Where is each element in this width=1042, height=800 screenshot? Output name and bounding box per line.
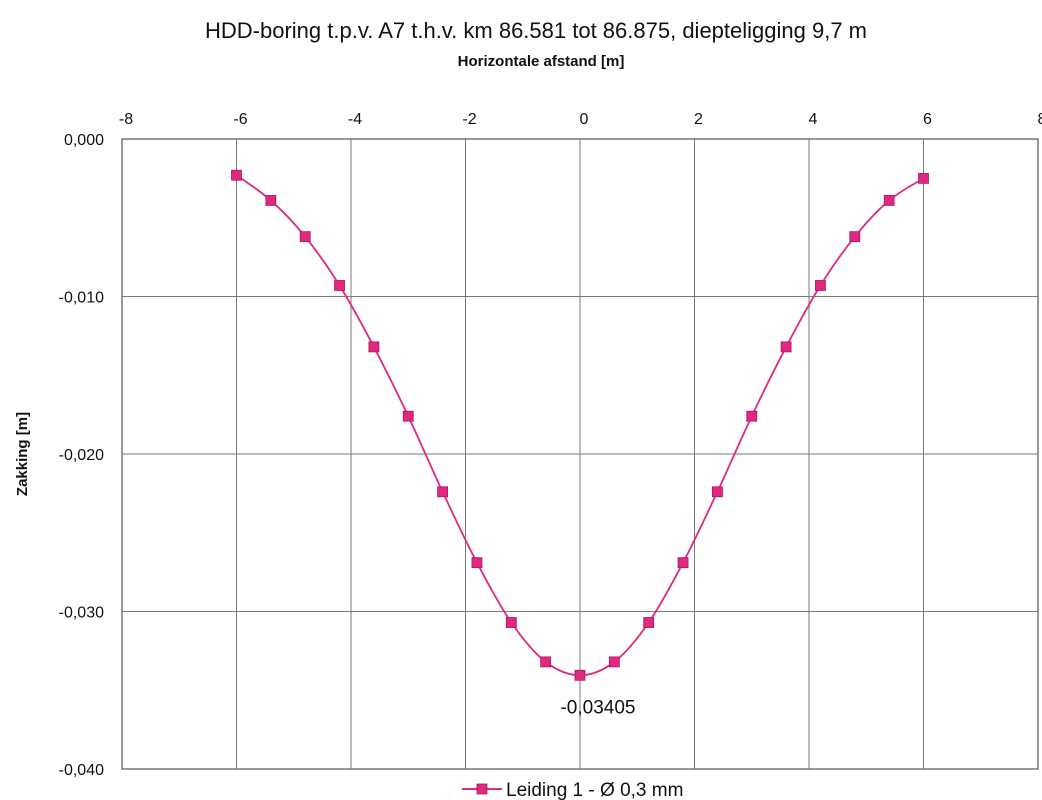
y-tick-label: 0,000 bbox=[64, 132, 104, 149]
data-point-marker bbox=[712, 486, 723, 498]
data-point-marker bbox=[334, 280, 345, 291]
data-point-marker bbox=[437, 486, 449, 498]
data-point-marker bbox=[574, 669, 586, 681]
data-point-marker bbox=[918, 172, 929, 184]
y-axis-title: Zakking [m] bbox=[14, 412, 31, 496]
x-tick-label: 6 bbox=[923, 111, 932, 128]
data-point-marker bbox=[643, 617, 655, 628]
x-tick-label: -2 bbox=[462, 111, 476, 128]
data-point-marker bbox=[368, 341, 380, 353]
data-point-marker bbox=[677, 557, 689, 569]
x-axis-title: Horizontale afstand [m] bbox=[458, 53, 625, 70]
series-layer bbox=[231, 169, 929, 681]
chart-title: HDD-boring t.p.v. A7 t.h.v. km 86.581 to… bbox=[205, 18, 867, 43]
axis-ticks: -8 -6 -4 -2 0 2 4 6 8 0,000 -0,010 -0,020 -0,030 -0,0… bbox=[59, 111, 1042, 779]
legend-marker-swatch bbox=[476, 783, 488, 795]
x-tick-label: 0 bbox=[580, 111, 589, 128]
data-label: -0,03405 bbox=[560, 697, 635, 718]
annotation-layer: -0,03405 bbox=[560, 697, 635, 718]
x-tick-label: 8 bbox=[1038, 111, 1042, 128]
x-tick-label: -4 bbox=[348, 111, 362, 128]
data-point-marker bbox=[815, 280, 826, 291]
data-point-marker bbox=[780, 341, 792, 353]
x-tick-label: 2 bbox=[694, 111, 703, 128]
data-point-marker bbox=[849, 231, 861, 243]
data-point-marker bbox=[540, 656, 552, 668]
y-tick-label: -0,010 bbox=[59, 290, 104, 307]
data-point-marker bbox=[299, 231, 311, 243]
plot-area bbox=[121, 138, 1039, 770]
data-point-marker bbox=[746, 410, 758, 422]
data-point-marker bbox=[231, 169, 242, 181]
data-point-marker bbox=[402, 410, 414, 422]
data-point-marker bbox=[265, 195, 277, 206]
y-tick-label: -0,020 bbox=[59, 447, 104, 464]
data-point-marker bbox=[505, 617, 517, 628]
legend: Leiding 1 - Ø 0,3 mm bbox=[462, 780, 683, 800]
data-point-marker bbox=[608, 656, 620, 668]
legend-label: Leiding 1 - Ø 0,3 mm bbox=[506, 780, 683, 800]
y-tick-label: -0,030 bbox=[59, 605, 104, 622]
x-tick-label: -8 bbox=[119, 111, 133, 128]
x-tick-label: -6 bbox=[233, 111, 247, 128]
x-tick-label: 4 bbox=[809, 111, 818, 128]
y-tick-label: -0,040 bbox=[59, 762, 104, 779]
data-point-marker bbox=[471, 557, 483, 569]
data-point-marker bbox=[883, 195, 895, 206]
